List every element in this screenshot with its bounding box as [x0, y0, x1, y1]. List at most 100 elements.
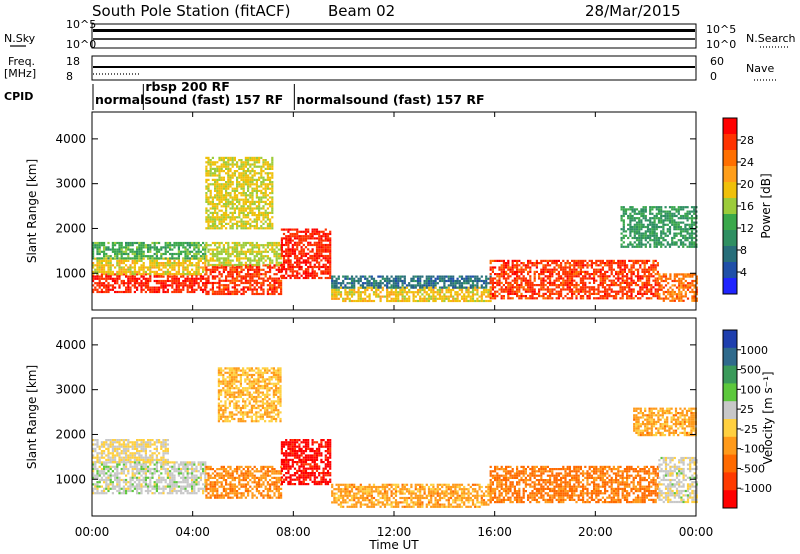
power-region [658, 273, 698, 302]
velocity-colorbar-swatch [723, 330, 737, 349]
power-ytick-1: 2000 [55, 221, 86, 235]
velocity-colorbar-tick-6: -500 [740, 462, 765, 475]
velocity-colorbar-tick-2: 100 [740, 383, 761, 396]
noise-left-tick-high: 10^5 [66, 18, 96, 31]
noise-left-tick-low: 10^0 [66, 38, 96, 51]
power-colorbar-swatch [723, 182, 737, 199]
velocity-colorbar-tick-3: 25 [740, 403, 754, 416]
freq-left-tick-high: 18 [66, 55, 80, 68]
power-colorbar-tick-2: 20 [740, 178, 754, 191]
time-axis-label: Time UT [368, 538, 419, 552]
power-colorbar-label: Power [dB] [759, 173, 773, 238]
beam-label: Beam 02 [328, 2, 395, 20]
power-ytick-2: 3000 [55, 177, 86, 191]
power-ytick-0: 1000 [55, 266, 86, 280]
power-region [92, 241, 207, 260]
noise-right-tick-high: 10^5 [706, 23, 736, 36]
power-panel: 1000 2000 3000 4000 Slant Range [km] [25, 111, 698, 311]
power-colorbar: 28 24 20 16 12 8 4 Power [dB] [722, 117, 773, 295]
cpid-mode-1: rbsp 200 RF [145, 79, 229, 94]
nsearch-label: N.Search [746, 32, 796, 45]
power-region [205, 241, 283, 267]
power-colorbar-swatch [723, 246, 737, 263]
power-colorbar-swatch [723, 118, 737, 135]
velocity-region [489, 465, 659, 504]
velocity-colorbar-swatch [723, 401, 737, 420]
velocity-region [633, 407, 697, 437]
power-region [331, 286, 492, 303]
velocity-colorbar-swatch [723, 383, 737, 402]
power-colorbar-swatch [723, 262, 737, 279]
velocity-colorbar-tick-5: -100 [740, 443, 765, 456]
cpid-label: CPID [4, 90, 33, 103]
velocity-colorbar-swatch [723, 419, 737, 438]
velocity-panel: 1000 2000 3000 4000 Slant Range [km] [25, 317, 698, 517]
freq-panel: 18 8 60 0 Freq. [MHz] Nave [4, 55, 776, 83]
power-region [331, 275, 492, 289]
velocity-region [658, 456, 698, 504]
time-tick-5: 20:00 [578, 525, 613, 539]
power-colorbar-tick-5: 8 [740, 244, 747, 257]
nsky-label: N.Sky [4, 32, 36, 45]
noise-right-tick-low: 10^0 [706, 38, 736, 51]
power-region [92, 273, 207, 294]
velocity-colorbar-swatch [723, 347, 737, 367]
power-colorbar-tick-6: 4 [740, 266, 747, 279]
velocity-region [92, 461, 207, 495]
velocity-heatmap [92, 367, 698, 508]
power-colorbar-tick-1: 24 [740, 156, 754, 169]
velocity-region [280, 439, 332, 486]
power-heatmap [92, 156, 698, 303]
power-colorbar-swatch [723, 166, 737, 183]
velocity-colorbar-tick-4: -25 [740, 423, 758, 436]
power-region [620, 206, 698, 248]
freq-right-tick-low: 0 [710, 70, 717, 83]
velocity-ylabel: Slant Range [km] [25, 365, 39, 469]
power-region [92, 257, 207, 276]
velocity-ytick-1: 2000 [55, 427, 86, 441]
velocity-colorbar-tick-7: -1000 [740, 482, 772, 495]
power-colorbar-swatch [723, 134, 737, 151]
freq-trace [93, 66, 695, 68]
velocity-colorbar-swatch [723, 454, 737, 473]
velocity-colorbar-swatch [723, 490, 737, 509]
noise-search-trace [93, 38, 695, 40]
time-tick-3: 12:00 [377, 525, 412, 539]
velocity-colorbar-swatch [723, 436, 737, 456]
power-colorbar-tick-0: 28 [740, 134, 754, 147]
power-colorbar-swatch [723, 278, 737, 295]
noise-panel: 10^5 10^0 10^5 10^0 N.Sky N.Search [4, 18, 796, 51]
power-region [205, 264, 283, 296]
time-tick-4: 16:00 [477, 525, 512, 539]
freq-label-line1: Freq. [8, 55, 35, 68]
nave-label: Nave [746, 62, 774, 75]
power-colorbar-swatch [723, 230, 737, 247]
power-colorbar-swatch [723, 150, 737, 167]
cpid-mode-2: normalsound (fast) 157 RF [296, 92, 484, 107]
time-tick-2: 08:00 [276, 525, 311, 539]
cpid-mode-0: normalsound (fast) 157 RF [95, 92, 283, 107]
velocity-ytick-0: 1000 [55, 472, 86, 486]
power-ytick-3: 4000 [55, 132, 86, 146]
velocity-region [217, 367, 282, 423]
date-label: 28/Mar/2015 [585, 2, 681, 20]
velocity-colorbar-tick-1: 500 [740, 364, 761, 377]
freq-left-tick-low: 8 [66, 70, 73, 83]
freq-label-line2: [MHz] [4, 67, 36, 80]
velocity-ytick-2: 3000 [55, 383, 86, 397]
time-tick-1: 04:00 [175, 525, 210, 539]
power-ylabel: Slant Range [km] [25, 159, 39, 263]
power-colorbar-swatch [723, 198, 737, 215]
power-region [489, 259, 659, 300]
power-region [205, 156, 274, 230]
velocity-colorbar: 1000 500 100 25 -25 -100 -500 -1000 Velocity [m… [722, 329, 775, 509]
velocity-region [205, 465, 283, 499]
velocity-colorbar-tick-0: 1000 [740, 344, 768, 357]
noise-sky-trace [93, 29, 695, 32]
power-colorbar-swatch [723, 214, 737, 231]
time-tick-6: 00:00 [679, 525, 714, 539]
velocity-colorbar-swatch [723, 472, 737, 491]
time-tick-0: 00:00 [75, 525, 110, 539]
velocity-ytick-3: 4000 [55, 338, 86, 352]
